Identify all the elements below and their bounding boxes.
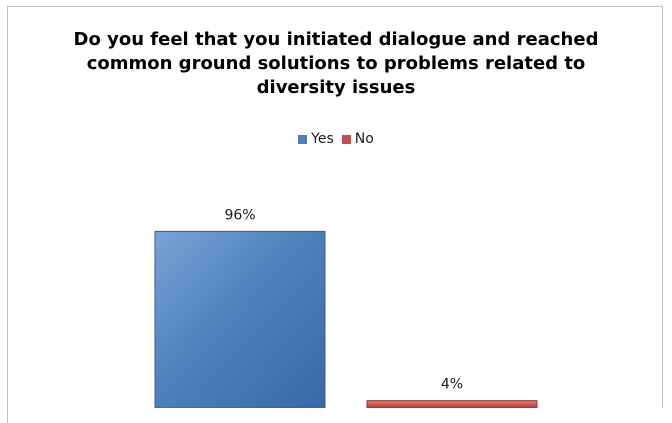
axis-line xyxy=(7,408,663,409)
data-label-yes: 96% xyxy=(224,207,255,223)
bar-yes xyxy=(154,230,326,409)
frame-left-edge xyxy=(7,408,8,423)
legend-swatch-no xyxy=(341,134,351,144)
legend-swatch-yes xyxy=(298,134,308,144)
bar-no xyxy=(366,400,538,409)
data-label-no: 4% xyxy=(441,377,463,393)
legend-entry-no: No xyxy=(341,130,374,148)
legend-entry-yes: Yes xyxy=(298,130,334,148)
chart-legend: Yes No xyxy=(0,130,672,148)
chart-title: Do you feel that you initiated dialogue … xyxy=(73,29,599,98)
data-labels-layer: 96% 4% xyxy=(224,207,463,392)
bars-layer xyxy=(154,230,538,409)
legend-label-no: No xyxy=(354,131,374,147)
chart-frame xyxy=(7,6,663,408)
legend-label-yes: Yes xyxy=(311,131,334,147)
